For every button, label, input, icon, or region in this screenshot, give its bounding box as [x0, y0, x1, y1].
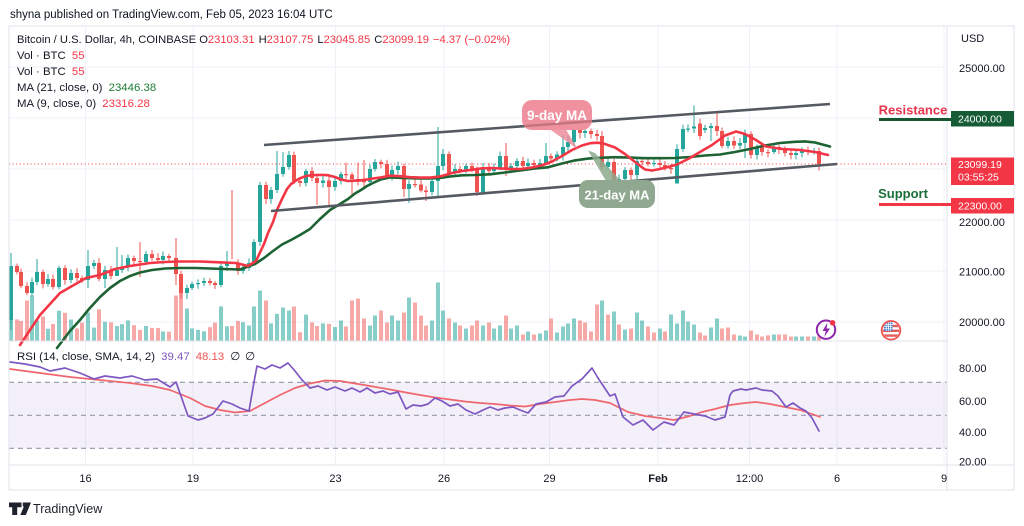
- svg-text:60.00: 60.00: [959, 396, 987, 408]
- svg-text:16: 16: [79, 473, 91, 485]
- svg-text:26: 26: [438, 473, 450, 485]
- svg-text:MA (21, close, 0) 23446.38: MA (21, close, 0) 23446.38: [17, 82, 156, 94]
- svg-text:40.00: 40.00: [959, 427, 987, 439]
- svg-text:20.00: 20.00: [959, 457, 987, 469]
- svg-text:Vol · BTC 55: Vol · BTC 55: [17, 66, 85, 78]
- svg-text:21-day MA: 21-day MA: [584, 188, 650, 203]
- svg-text:80.00: 80.00: [959, 363, 987, 375]
- svg-text:6: 6: [834, 473, 840, 485]
- svg-text:Resistance: Resistance: [879, 103, 948, 118]
- svg-text:22000.00: 22000.00: [959, 217, 1005, 229]
- svg-text:shyna published on TradingView: shyna published on TradingView.com, Feb …: [10, 9, 333, 21]
- svg-text:USD: USD: [961, 33, 984, 45]
- svg-text:TradingView: TradingView: [33, 502, 103, 516]
- svg-text:20000.00: 20000.00: [959, 317, 1005, 329]
- svg-text:RSI (14, close, SMA, 14, 2) 39: RSI (14, close, SMA, 14, 2) 39.47 48.13 ∅ ∅: [17, 351, 255, 363]
- svg-text:MA (9, close, 0) 23316.28: MA (9, close, 0) 23316.28: [17, 98, 150, 110]
- svg-text:Bitcoin / U.S. Dollar, 4h, COI: Bitcoin / U.S. Dollar, 4h, COINBASE O231…: [17, 34, 510, 46]
- svg-text:03:55:25: 03:55:25: [958, 172, 999, 184]
- svg-text:24000.00: 24000.00: [958, 114, 1002, 126]
- svg-text:22300.00: 22300.00: [958, 201, 1002, 213]
- svg-text:23: 23: [329, 473, 341, 485]
- svg-text:29: 29: [543, 473, 555, 485]
- svg-text:Support: Support: [878, 186, 928, 201]
- svg-text:Vol · BTC 55: Vol · BTC 55: [17, 50, 85, 62]
- svg-text:19: 19: [187, 473, 199, 485]
- svg-text:23099.19: 23099.19: [958, 159, 1002, 171]
- svg-text:Feb: Feb: [648, 473, 668, 485]
- svg-text:21000.00: 21000.00: [959, 267, 1005, 279]
- svg-text:25000.00: 25000.00: [959, 63, 1005, 75]
- svg-text:12:00: 12:00: [736, 473, 764, 485]
- svg-text:9: 9: [941, 473, 947, 485]
- svg-text:9-day MA: 9-day MA: [527, 108, 587, 123]
